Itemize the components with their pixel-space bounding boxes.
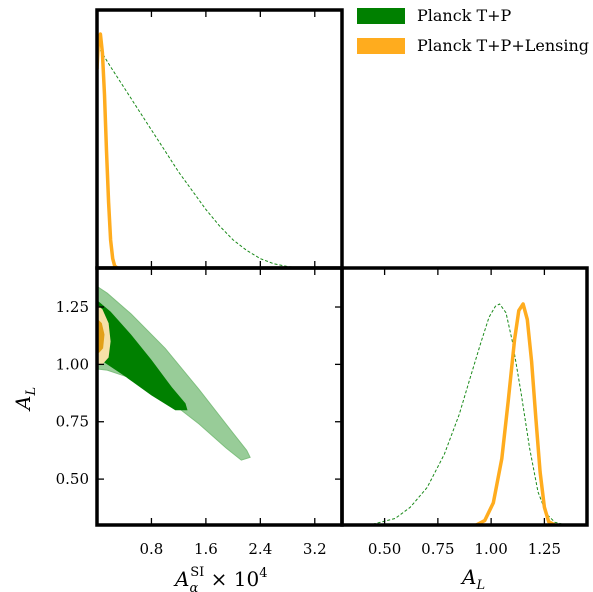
marginal-al-line-tp: [352, 303, 566, 525]
panel-contour-frame: [95, 266, 344, 527]
contour-lensing-68pct: [97, 318, 105, 353]
bl-xtick-label-1: 1.6: [194, 540, 218, 558]
legend-swatch-tp: [357, 8, 405, 24]
ylabel-al: AL: [11, 387, 39, 412]
br-xtick-label-0: 0.50: [368, 540, 401, 558]
legend: Planck T+P Planck T+P+Lensing: [357, 6, 589, 55]
xlabel-al: AL: [460, 565, 485, 592]
bl-ytick-label-3: 1.25: [56, 298, 89, 316]
xlabel-aalpha: AαSI × 104: [173, 565, 267, 592]
marginal-al-line-lensing: [475, 302, 556, 525]
bl-xtick-label-0: 0.8: [140, 540, 164, 558]
br-xtick-label-3: 1.25: [528, 540, 561, 558]
bl-ytick-label-2: 1.00: [56, 355, 89, 373]
panel-marginal-aalpha: [95, 8, 344, 270]
contour-tp-68pct: [97, 300, 188, 411]
panel-marginal-al-frame: [340, 266, 589, 527]
contour-tp-95pct: [97, 285, 251, 461]
br-xtick-label-2: 1.00: [474, 540, 507, 558]
bl-xtick-label-2: 2.4: [248, 540, 272, 558]
bl-ytick-label-0: 0.50: [56, 470, 89, 488]
panel-contour-al-vs-aalpha: 0.8 1.6 2.4 3.2 0.50 0.75 1.00 1.25: [56, 266, 344, 558]
legend-label-tp: Planck T+P: [417, 6, 512, 25]
br-xtick-label-1: 0.75: [421, 540, 454, 558]
panel-marginal-aalpha-frame: [95, 8, 344, 270]
marginal-aalpha-line-lensing: [97, 32, 119, 268]
marginal-aalpha-line-tp: [99, 50, 312, 268]
legend-swatch-lensing: [357, 38, 405, 54]
panel-marginal-al: 0.50 0.75 1.00 1.25: [340, 266, 589, 558]
bl-ytick-label-1: 0.75: [56, 413, 89, 431]
legend-label-lensing: Planck T+P+Lensing: [417, 36, 589, 55]
bl-xtick-label-3: 3.2: [303, 540, 327, 558]
